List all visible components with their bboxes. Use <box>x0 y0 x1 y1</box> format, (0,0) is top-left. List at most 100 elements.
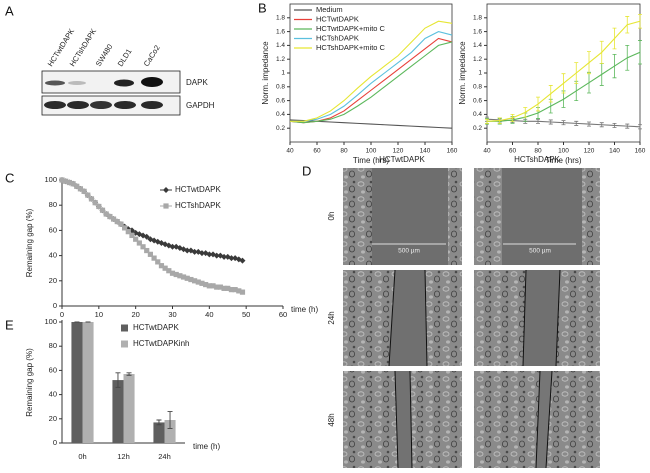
y-tick-label: 40 <box>49 251 57 260</box>
lane-label: SW480 <box>94 42 115 68</box>
data-point <box>217 284 223 290</box>
data-point <box>144 247 150 254</box>
error-bar <box>612 27 617 50</box>
data-point <box>228 287 235 293</box>
blot-band <box>141 77 163 87</box>
x-tick-label: 60 <box>313 148 321 155</box>
row-label: 24h <box>327 311 336 324</box>
y-axis-label: Remaining gap (%) <box>25 208 34 277</box>
row-label: 48h <box>327 413 336 426</box>
data-point <box>206 283 212 289</box>
x-tick-label: 60 <box>279 310 287 319</box>
data-point <box>198 250 205 257</box>
data-point <box>114 218 120 225</box>
data-point <box>155 259 161 265</box>
x-tick-label: 120 <box>393 148 404 155</box>
blot-membrane <box>41 70 181 94</box>
x-tick-label: 100 <box>366 148 377 155</box>
y-tick-label: 0.2 <box>473 125 482 132</box>
error-bar <box>167 411 173 429</box>
data-point <box>239 257 246 264</box>
y-tick-label: 20 <box>49 276 57 285</box>
data-point <box>221 253 228 260</box>
error-bar <box>523 107 528 118</box>
error-bar <box>638 13 642 29</box>
wound-edge <box>535 370 541 469</box>
error-bar <box>612 53 617 79</box>
x-tick-label: 40 <box>205 310 213 319</box>
error-bar <box>612 122 617 128</box>
x-tick-label: 12h <box>117 452 130 461</box>
blot-band <box>90 101 112 109</box>
y-tick-label: 1 <box>281 70 285 77</box>
data-point <box>199 280 205 286</box>
legend-label: HCTshDAPK <box>175 201 221 210</box>
data-point <box>184 247 191 254</box>
bar <box>153 422 165 443</box>
data-point <box>173 271 179 278</box>
legend-label: HCTwtDAPK <box>133 323 179 332</box>
error-bar <box>497 117 502 124</box>
y-tick-label: 1 <box>478 70 482 77</box>
error-bar <box>548 85 553 103</box>
lane-label: CaCo2 <box>142 44 162 69</box>
data-point <box>59 177 65 183</box>
legend-label: HCTshDAPK+mito C <box>316 43 386 52</box>
data-point <box>107 213 113 220</box>
error-bar <box>599 40 604 64</box>
data-point <box>129 232 135 239</box>
panel-label: C <box>5 170 14 185</box>
x-axis-label: Time (hrs) <box>545 156 581 165</box>
error-bar <box>548 119 553 125</box>
error-bar <box>599 62 604 86</box>
error-bar <box>536 118 540 124</box>
chart: 0 20 40 60 80 100 Remaining gap (%) time (h) 0h 1… <box>25 317 220 461</box>
data-point <box>192 278 198 284</box>
y-tick-label: 20 <box>49 414 57 423</box>
lane-label: DLD1 <box>116 47 134 68</box>
data-point <box>81 188 87 194</box>
error-bar <box>561 120 566 126</box>
data-point <box>169 243 176 250</box>
data-point <box>140 244 146 250</box>
error-bar <box>536 96 540 112</box>
y-tick-label: 0.8 <box>276 84 285 91</box>
y-tick-label: 1.2 <box>473 56 482 63</box>
micrographs: HCTwtDAPK HCTshDAPK 0h 24h 48h 500 µm 50… <box>327 155 600 469</box>
y-tick-label: 0.4 <box>276 111 285 118</box>
x-tick-label: 120 <box>584 148 595 155</box>
x-tick-label: 100 <box>558 148 569 155</box>
data-point <box>77 186 84 192</box>
data-point <box>66 179 72 186</box>
wound-edge <box>409 370 413 469</box>
x-tick-label: 20 <box>131 310 139 319</box>
data-point <box>195 279 201 285</box>
data-point <box>125 229 131 235</box>
panel-label: D <box>302 163 311 178</box>
x-tick-label: 160 <box>635 148 646 155</box>
wound-area <box>502 168 582 265</box>
data-point <box>74 183 80 189</box>
scale-bar-label: 500 µm <box>529 248 551 255</box>
data-point <box>96 203 102 210</box>
y-tick-label: 80 <box>49 200 57 209</box>
scale-bar-label: 500 µm <box>398 248 420 255</box>
error-bar <box>574 62 579 84</box>
data-point <box>236 288 242 294</box>
data-point <box>188 276 194 283</box>
wound-area <box>372 168 448 265</box>
y-tick-label: 0.6 <box>473 97 482 104</box>
x-tick-label: 160 <box>447 148 458 155</box>
data-point <box>206 251 213 258</box>
error-bar <box>574 120 579 126</box>
error-bar <box>574 80 579 101</box>
chart: 0 20 40 60 80 100 0 10 20 30 40 50 60 Remaining gap (… <box>25 175 318 319</box>
panel-label: B <box>258 0 267 15</box>
y-axis-label: Norm. impedance <box>458 41 467 105</box>
blot-band <box>45 80 65 86</box>
x-tick-label: 60 <box>509 148 517 155</box>
y-tick-label: 0.4 <box>473 111 482 118</box>
error-bar <box>156 419 162 426</box>
y-tick-label: 0 <box>53 301 57 310</box>
